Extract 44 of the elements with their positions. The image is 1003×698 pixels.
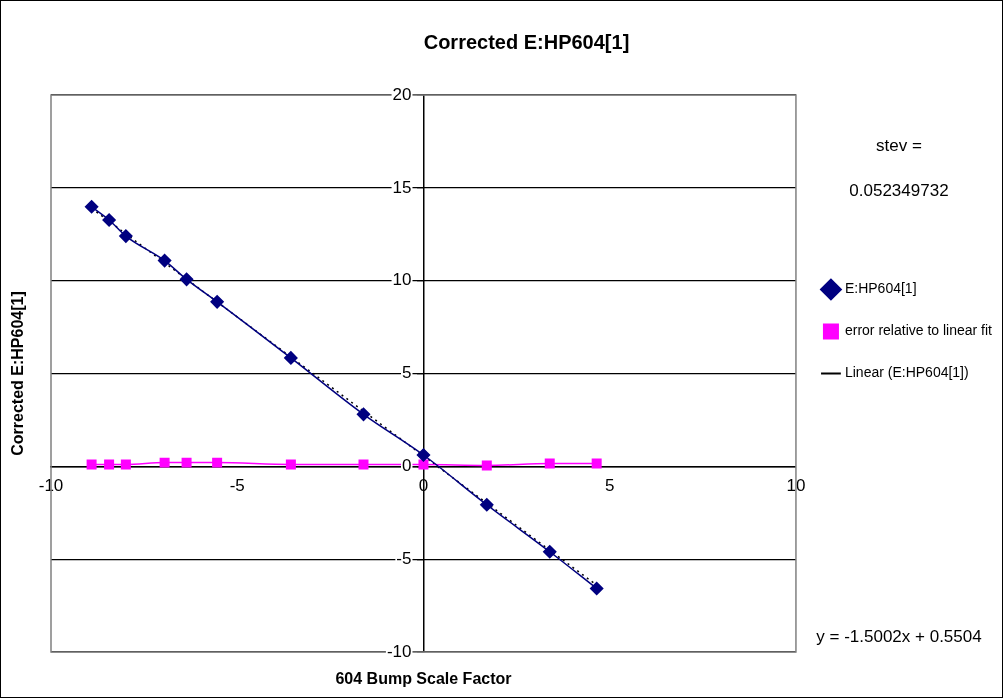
- point: [86, 459, 97, 470]
- text: stev =: [876, 136, 922, 155]
- point: [84, 200, 99, 214]
- point: [120, 459, 131, 470]
- point: [212, 457, 223, 468]
- legend-label: Linear (E:HP604[1]): [844, 364, 969, 381]
- x-axis-title: 604 Bump Scale Factor: [335, 670, 512, 687]
- x-tick-label: -5: [229, 476, 245, 496]
- y-tick-label: -5: [396, 548, 412, 568]
- point: [179, 272, 194, 287]
- x-tick-label: 10: [786, 476, 806, 496]
- point: [416, 448, 431, 462]
- point: [157, 253, 172, 268]
- point: [104, 459, 115, 470]
- point: [181, 457, 192, 468]
- point: [285, 459, 296, 470]
- point: [284, 351, 298, 365]
- text: y = -1.5002x + 0.5504: [816, 627, 982, 646]
- point: [591, 458, 602, 469]
- legend-label: error relative to linear fit: [844, 322, 993, 339]
- point: [119, 229, 133, 243]
- point: [210, 295, 224, 309]
- y-axis-title: Corrected E:HP604[1]: [9, 291, 26, 456]
- legend-label: E:HP604[1]: [844, 280, 917, 297]
- y-tick-label: 0: [402, 456, 412, 476]
- chart-title: Corrected E:HP604[1]: [423, 30, 630, 53]
- x-tick-label: 5: [604, 476, 615, 496]
- point: [358, 459, 369, 470]
- point: [356, 407, 371, 422]
- point: [102, 213, 116, 227]
- x-tick-label: -10: [38, 476, 64, 496]
- y-tick-label: 20: [392, 84, 412, 104]
- point: [542, 544, 557, 559]
- point: [544, 458, 555, 469]
- text: 0.052349732: [849, 181, 949, 200]
- point: [480, 498, 494, 512]
- y-tick-label: 5: [402, 363, 412, 383]
- y-tick-label: 10: [392, 270, 412, 290]
- point: [481, 460, 492, 471]
- point: [159, 457, 170, 468]
- y-tick-label: 15: [392, 177, 412, 197]
- point: [418, 459, 429, 470]
- y-tick-label: -10: [386, 641, 412, 661]
- point: [589, 581, 604, 596]
